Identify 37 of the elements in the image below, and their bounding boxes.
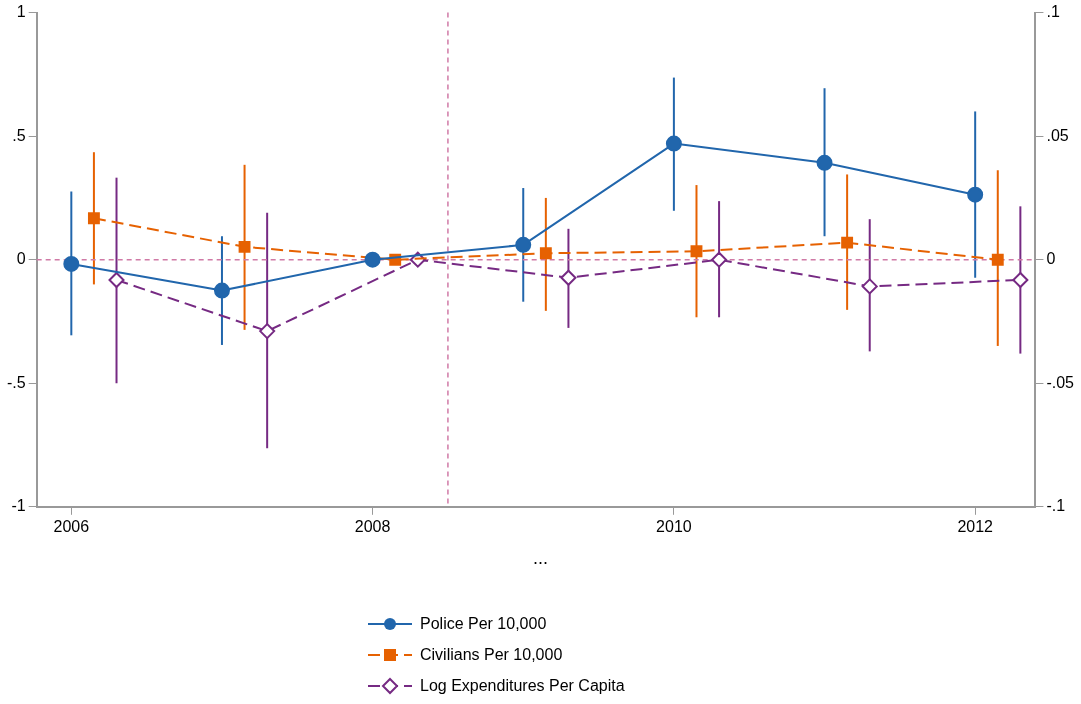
y-tick-label: .5 [12, 126, 26, 144]
y2-tick-label: -.05 [1046, 373, 1075, 391]
point [87, 212, 100, 225]
point [991, 253, 1004, 266]
point [364, 251, 381, 268]
point [816, 154, 833, 171]
legend-label: Log Expenditures Per Capita [420, 676, 625, 695]
point [560, 269, 577, 286]
point [213, 282, 230, 299]
y-tick-label: -.5 [7, 373, 26, 391]
x-tick-label: 2012 [957, 517, 994, 535]
point [665, 135, 682, 152]
point [259, 323, 276, 340]
x-axis-title: ... [532, 548, 549, 569]
y-tick-label: 0 [16, 250, 26, 268]
point [238, 240, 251, 253]
point [63, 255, 80, 272]
point [539, 247, 552, 260]
y2-tick-label: .05 [1046, 126, 1069, 144]
point [711, 251, 728, 268]
legend-label: Civilians Per 10,000 [420, 645, 563, 664]
point [108, 271, 125, 288]
point [861, 278, 878, 295]
y2-tick-label: 0 [1046, 250, 1056, 268]
point [515, 236, 532, 253]
legend-label: Police Per 10,000 [420, 614, 547, 633]
y2-tick-label: -.1 [1046, 497, 1066, 515]
y-tick-label: 1 [16, 3, 26, 21]
x-tick-label: 2008 [354, 517, 391, 535]
point [841, 236, 854, 249]
point [967, 186, 984, 203]
x-tick-label: 2006 [53, 517, 90, 535]
y-tick-label: -1 [11, 497, 26, 515]
x-tick-label: 2010 [656, 517, 692, 535]
point [1012, 271, 1029, 288]
point [690, 245, 703, 258]
y2-tick-label: .1 [1046, 3, 1060, 21]
